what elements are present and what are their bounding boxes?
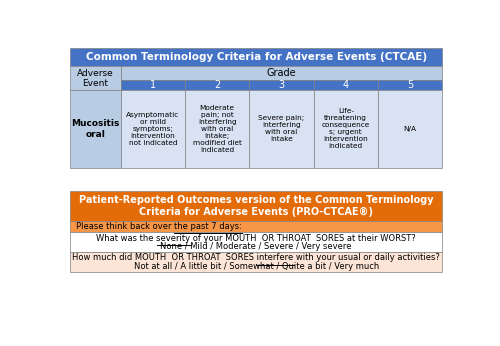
Text: interfere: interfere — [62, 254, 99, 263]
Text: 4: 4 — [342, 80, 349, 90]
Text: Common Terminology Criteria for Adverse Events (CTCAE): Common Terminology Criteria for Adverse … — [86, 52, 427, 62]
Bar — [378, 80, 442, 90]
Bar — [378, 90, 442, 167]
Bar — [70, 232, 442, 252]
Text: Life-
threatening
consequence
s; urgent
intervention
indicated: Life- threatening consequence s; urgent … — [322, 108, 370, 149]
Text: 5: 5 — [407, 80, 413, 90]
Text: What was the severity of your MOUTH  OR THROAT  SORES at their WORST?: What was the severity of your MOUTH OR T… — [96, 234, 416, 243]
Bar — [120, 80, 185, 90]
Bar — [185, 80, 250, 90]
Bar — [185, 90, 250, 167]
Text: N/A: N/A — [404, 126, 416, 132]
Text: Adverse
Event: Adverse Event — [77, 69, 114, 88]
Text: Please think back over: Please think back over — [76, 222, 174, 231]
Text: 1: 1 — [150, 80, 156, 90]
Bar — [70, 66, 120, 90]
Text: How much did MOUTH  OR THROAT  SORES interfere with your usual or daily activiti: How much did MOUTH OR THROAT SORES inter… — [72, 254, 440, 263]
Text: Mucositis
oral: Mucositis oral — [72, 119, 120, 139]
Text: Asymptomatic
or mild
symptoms;
intervention
not indicated: Asymptomatic or mild symptoms; intervent… — [126, 112, 180, 146]
Text: severity: severity — [62, 234, 96, 243]
Text: Moderate
pain; not
interfering
with oral
intake;
modified diet
indicated: Moderate pain; not interfering with oral… — [192, 105, 242, 153]
Text: Not at all / A little bit / Somewhat / Quite a bit / Very much: Not at all / A little bit / Somewhat / Q… — [134, 262, 379, 271]
Text: 3: 3 — [278, 80, 284, 90]
Text: 2: 2 — [214, 80, 220, 90]
Text: the past 7 days:: the past 7 days: — [174, 222, 242, 231]
Bar — [314, 80, 378, 90]
Text: Grade: Grade — [266, 68, 296, 78]
Bar — [70, 252, 442, 272]
Bar — [120, 90, 185, 167]
Bar — [70, 90, 120, 167]
Bar — [314, 90, 378, 167]
Text: Patient-Reported Outcomes version of the Common Terminology
Criteria for Adverse: Patient-Reported Outcomes version of the… — [79, 195, 434, 217]
Bar — [250, 90, 314, 167]
Bar — [70, 48, 442, 66]
Text: Severe pain;
interfering
with oral
intake: Severe pain; interfering with oral intak… — [258, 116, 304, 143]
Text: None / Mild / Moderate / Severe / Very severe: None / Mild / Moderate / Severe / Very s… — [160, 242, 352, 251]
Bar — [120, 66, 442, 80]
Text: What was the: What was the — [62, 234, 122, 243]
Bar — [70, 191, 442, 221]
Bar — [70, 221, 442, 232]
Bar — [250, 80, 314, 90]
Text: How much did MOUTH  OR THROAT  SORES: How much did MOUTH OR THROAT SORES — [62, 254, 247, 263]
